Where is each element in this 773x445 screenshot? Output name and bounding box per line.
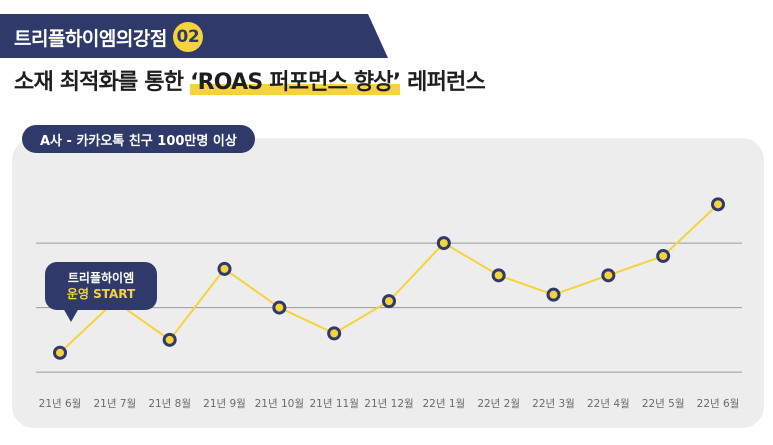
data-point-5 [327,326,342,341]
series-line [59,203,719,354]
x-tick-label-0: 21년 6월 [39,398,82,410]
x-tick-label-5: 21년 11월 [309,398,358,410]
banner-title-text: 트리플하이엠의강점 [14,27,167,50]
section-number-badge: 02 [172,22,203,52]
banner-title: 트리플하이엠의강점 02 [14,20,203,54]
x-tick-label-12: 22년 6월 [697,398,740,410]
data-point-7 [436,236,451,251]
x-tick-label-10: 22년 4월 [587,398,630,410]
x-tick-label-11: 22년 5월 [642,398,685,410]
callout-line-2: 운영 START [66,287,136,301]
data-point-2 [162,332,177,347]
headline-highlight: ‘ROAS 퍼포먼스 향상’ [190,70,401,95]
headline-before: 소재 최적화를 통한 [14,70,191,95]
data-point-3 [217,261,232,276]
x-tick-label-2: 21년 8월 [148,398,191,410]
x-tick-label-6: 21년 12월 [364,398,413,410]
chart-tab-label: A사 - 카카오톡 친구 100만명 이상 [22,125,255,153]
data-point-9 [546,287,561,302]
data-point-0 [53,345,67,360]
data-point-11 [656,248,671,263]
x-tick-label-1: 21년 7월 [93,398,136,410]
x-tick-label-4: 21년 10월 [255,398,304,410]
data-point-6 [382,294,396,309]
x-tick-label-8: 22년 2월 [477,398,520,410]
x-tick-label-3: 21년 9월 [203,398,246,410]
callout-line-1: 트리플하이엠 [67,271,135,285]
data-point-10 [601,268,616,283]
x-tick-label-9: 22년 3월 [532,398,575,410]
page-headline: 소재 최적화를 통한 ‘ROAS 퍼포먼스 향상’ 레퍼런스 [14,64,486,96]
start-callout: 트리플하이엠 운영 START [45,262,157,322]
headline-after: 레퍼런스 [400,70,486,95]
data-point-12 [711,197,725,212]
x-tick-label-7: 22년 1월 [422,398,465,410]
data-point-4 [272,300,287,315]
data-point-8 [491,268,506,283]
